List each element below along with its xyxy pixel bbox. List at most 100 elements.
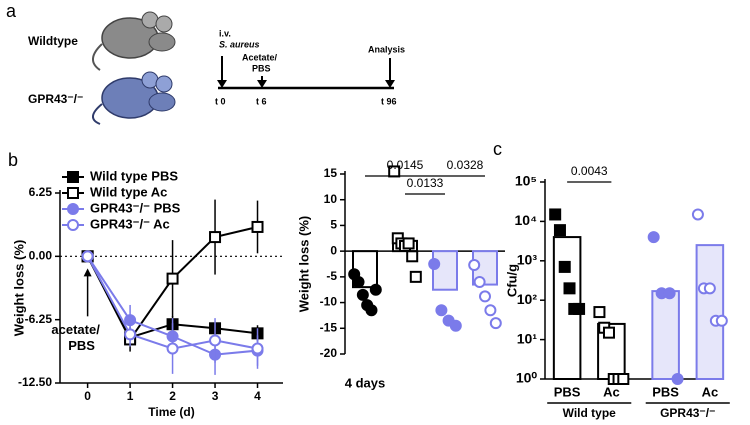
legend-marker	[67, 219, 79, 231]
marker	[558, 260, 571, 273]
y-tick-label: 5	[330, 218, 337, 232]
event-label: PBS	[252, 63, 271, 73]
marker	[468, 259, 481, 272]
y-tick-label: 10¹	[517, 330, 538, 346]
legend-label: GPR43⁻/⁻ Ac	[90, 216, 170, 231]
marker	[449, 319, 462, 332]
bar	[695, 244, 725, 380]
y-tick-label: 0.00	[29, 249, 53, 263]
y-tick-label: -10	[320, 295, 338, 309]
marker	[593, 306, 606, 319]
y-tick-label: 10⁴	[515, 212, 538, 228]
marker	[435, 304, 448, 317]
x-tick-label: Ac	[603, 384, 620, 399]
y-tick-label: -5	[326, 269, 337, 283]
annotation: acetate/	[51, 322, 100, 337]
marker	[553, 224, 566, 237]
marker	[691, 208, 704, 221]
marker	[409, 270, 422, 283]
legend-marker	[67, 171, 79, 183]
marker	[166, 342, 179, 355]
marker	[573, 302, 586, 315]
group-label: GPR43⁻/⁻	[660, 406, 715, 420]
x-tick-label: 2	[169, 389, 176, 403]
x-axis-label: 4 days	[345, 375, 385, 390]
group-label: Wild type	[563, 406, 617, 420]
p-value: 0.0043	[571, 164, 608, 178]
y-axis-label: Cfu/g	[504, 264, 519, 297]
marker	[489, 317, 502, 330]
event-label: i.v.	[219, 28, 231, 38]
annotation-arrowhead	[83, 268, 92, 277]
marker	[251, 220, 264, 233]
x-tick-label: 4	[254, 389, 261, 403]
x-tick-label: 0	[84, 389, 91, 403]
y-tick-label: -15	[320, 320, 338, 334]
marker	[647, 231, 660, 244]
marker	[209, 334, 222, 347]
y-axis-label: Weight loss (%)	[11, 240, 26, 337]
marker	[715, 314, 728, 327]
bar	[432, 250, 458, 291]
y-tick-label: 10²	[517, 291, 538, 307]
marker	[479, 290, 491, 303]
y-tick-label: 0	[330, 243, 337, 257]
marker	[209, 231, 222, 244]
marker	[617, 373, 630, 385]
p-value: 0.0145	[387, 158, 424, 172]
panel-label: a	[6, 1, 17, 21]
y-tick-label: -6.25	[25, 312, 53, 326]
mouse-wildtype	[92, 11, 176, 71]
event-label: Analysis	[368, 44, 405, 54]
mouse-gpr43	[92, 71, 176, 125]
marker	[365, 304, 378, 317]
marker	[402, 237, 415, 250]
legend-label: Wild type PBS	[90, 168, 178, 183]
marker	[124, 328, 137, 341]
time-label: t 6	[256, 96, 267, 106]
time-label: t 0	[215, 96, 226, 106]
event-label: S. aureus	[219, 39, 260, 49]
y-tick-label: 10⁵	[515, 173, 537, 189]
marker	[406, 250, 419, 263]
y-tick-label: 10⁰	[516, 370, 538, 386]
marker	[428, 258, 441, 270]
row-label: Wildtype	[28, 34, 78, 48]
legend-label: GPR43⁻/⁻ PBS	[90, 200, 181, 215]
p-value: 0.0328	[447, 158, 484, 172]
event-label: Acetate/	[242, 52, 278, 62]
marker	[563, 282, 576, 295]
p-value: 0.0133	[407, 176, 444, 190]
marker	[81, 250, 94, 263]
x-axis-label: Time (d)	[148, 405, 194, 419]
y-tick-label: 6.25	[29, 185, 53, 199]
marker	[602, 326, 615, 339]
marker	[473, 276, 486, 288]
marker	[671, 373, 684, 385]
marker	[703, 282, 716, 295]
marker	[663, 287, 676, 300]
panel-label: b	[8, 150, 18, 170]
y-tick-label: 10	[324, 192, 338, 206]
x-tick-label: 3	[212, 389, 219, 403]
marker	[484, 304, 497, 317]
marker	[369, 283, 382, 296]
marker	[356, 288, 369, 301]
y-tick-label: 15	[324, 166, 338, 180]
marker	[251, 342, 264, 355]
marker	[549, 208, 562, 221]
x-tick-label: PBS	[652, 384, 679, 399]
time-label: t 96	[381, 96, 397, 106]
x-tick-label: 1	[127, 389, 134, 403]
legend-marker	[67, 187, 79, 199]
marker	[166, 272, 179, 285]
y-axis-label: Weight loss (%)	[296, 216, 311, 313]
x-tick-label: PBS	[554, 384, 581, 399]
legend-marker	[67, 203, 79, 215]
annotation: PBS	[68, 338, 95, 353]
y-tick-label: -12.50	[18, 375, 52, 389]
marker	[352, 276, 365, 288]
panel-label: c	[493, 139, 502, 159]
legend-label: Wild type Ac	[90, 184, 167, 199]
